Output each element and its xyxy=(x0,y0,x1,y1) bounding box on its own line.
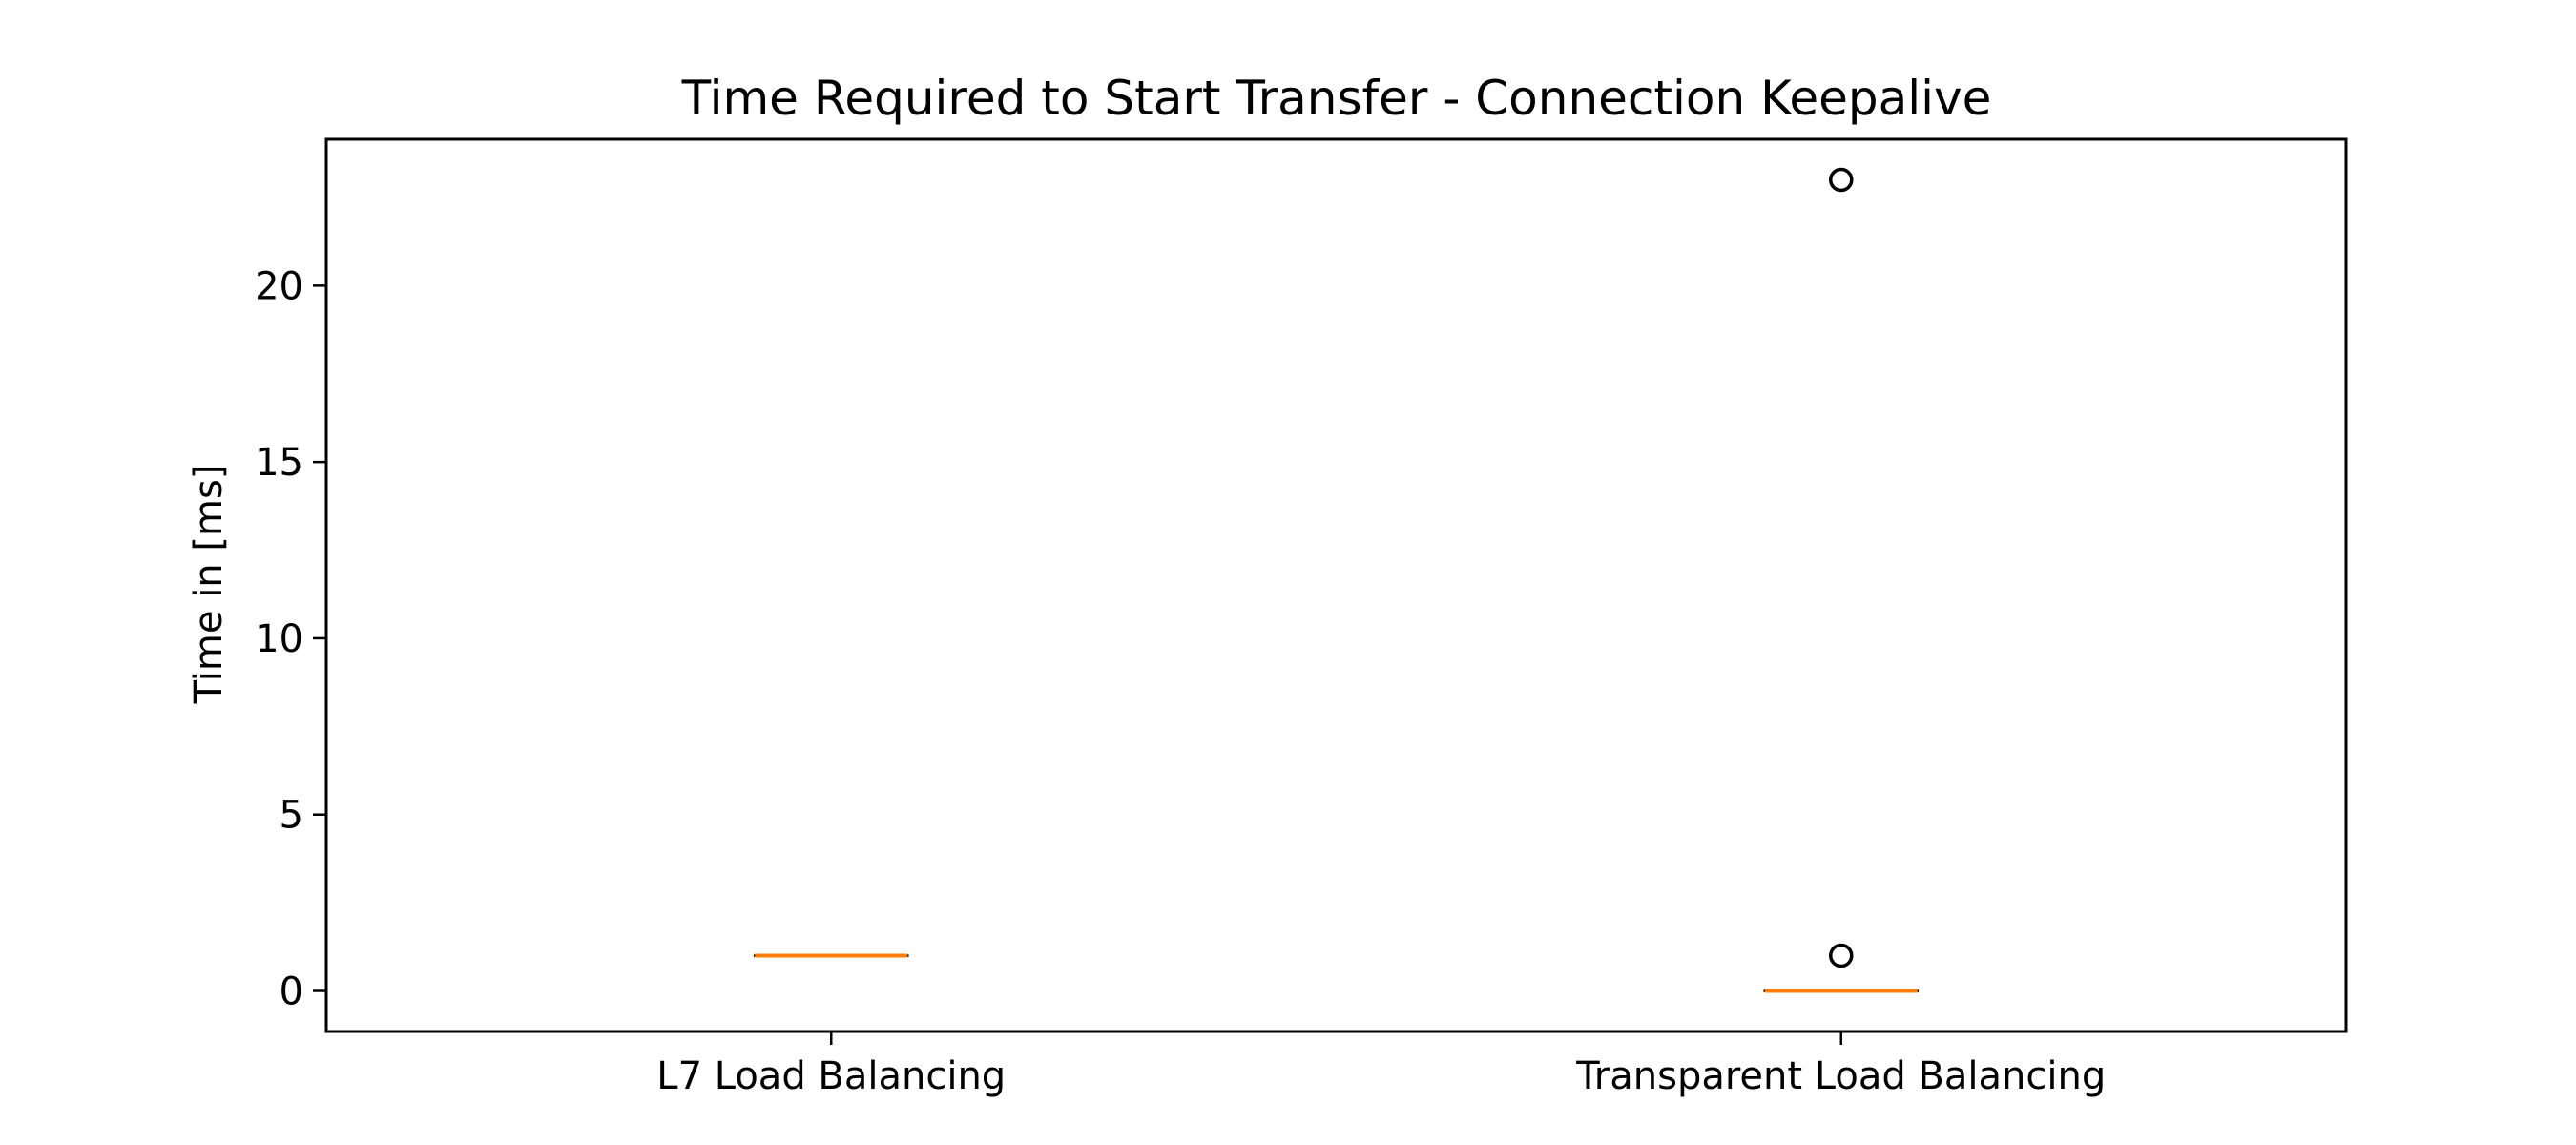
x-tick-label: Transparent Load Balancing xyxy=(1575,1054,2106,1098)
marks-layer xyxy=(754,167,1919,993)
outlier-point xyxy=(1829,943,1854,968)
plot-frame xyxy=(324,137,2348,1033)
y-tick-label: 15 xyxy=(255,441,303,485)
x-tick-label: L7 Load Balancing xyxy=(656,1054,1006,1098)
outlier-point xyxy=(1829,167,1854,193)
y-axis-label: Time in [ms] xyxy=(187,465,231,705)
y-tick-label: 20 xyxy=(255,264,303,308)
y-tick-label: 10 xyxy=(255,617,303,661)
ticks-layer: 0 5 10 15 20 L7 Load Balancing Transparent Loa… xyxy=(255,264,2106,1098)
y-tick-label: 5 xyxy=(280,794,303,838)
chart-title: Time Required to Start Transfer - Connec… xyxy=(681,71,1992,126)
y-tick-label: 0 xyxy=(280,970,303,1014)
